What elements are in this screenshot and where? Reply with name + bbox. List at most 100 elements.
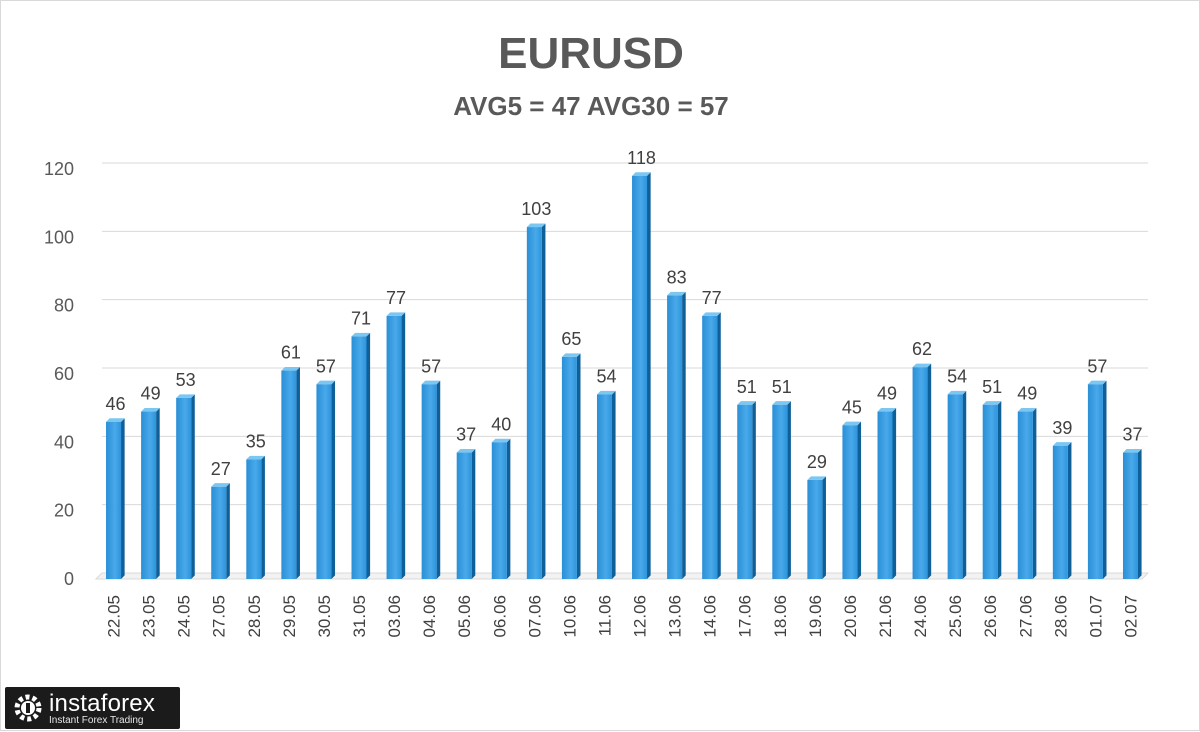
data-label: 57 xyxy=(1087,356,1107,376)
data-label: 27 xyxy=(211,459,231,479)
bar xyxy=(456,448,476,579)
logo-tagline: Instant Forex Trading xyxy=(49,715,144,726)
data-label: 118 xyxy=(627,148,656,168)
data-label: 46 xyxy=(106,394,126,414)
instaforex-logo: instaforex Instant Forex Trading xyxy=(5,687,180,729)
bar xyxy=(526,223,546,580)
logo-text: instaforex xyxy=(49,690,156,717)
y-tick-label: 40 xyxy=(54,432,74,452)
x-tick-label: 12.06 xyxy=(631,595,650,638)
bar xyxy=(596,390,616,579)
data-label: 37 xyxy=(1122,425,1142,445)
data-label: 35 xyxy=(246,431,266,451)
x-axis-ticks: 22.05 23.05 24.05 27.05 28.05 29.05 30.05 31.05… xyxy=(105,595,1141,638)
bar xyxy=(947,390,967,579)
bar xyxy=(141,407,160,579)
x-tick-label: 04.06 xyxy=(420,595,439,638)
x-tick-label: 24.06 xyxy=(911,595,930,638)
bar xyxy=(982,401,1002,579)
x-tick-label: 10.06 xyxy=(560,595,579,638)
x-tick-label: 11.06 xyxy=(595,595,614,636)
bar xyxy=(702,312,721,579)
data-label: 57 xyxy=(421,356,441,376)
data-label: 51 xyxy=(982,377,1002,397)
x-tick-label: 21.06 xyxy=(876,595,895,638)
x-tick-label: 27.05 xyxy=(210,595,229,638)
data-label: 49 xyxy=(141,384,161,404)
bar xyxy=(176,394,195,579)
bar xyxy=(912,363,932,579)
data-label: 54 xyxy=(947,367,967,387)
bar xyxy=(421,380,441,579)
gear-icon xyxy=(14,694,42,722)
y-axis-ticks: 0 20 40 60 80 100 120 xyxy=(44,159,74,589)
data-label: 53 xyxy=(176,370,196,390)
bar xyxy=(1122,448,1142,579)
bar xyxy=(1087,380,1107,579)
x-tick-label: 02.07 xyxy=(1121,595,1140,638)
data-label: 61 xyxy=(281,343,301,363)
bar xyxy=(737,401,756,579)
bar xyxy=(316,380,336,579)
x-tick-label: 22.05 xyxy=(105,595,124,638)
y-tick-label: 80 xyxy=(54,296,74,316)
x-tick-label: 24.05 xyxy=(175,595,194,638)
y-tick-label: 20 xyxy=(54,501,74,521)
y-tick-label: 0 xyxy=(64,569,74,589)
bar xyxy=(491,438,511,579)
bar xyxy=(351,332,371,579)
data-label: 62 xyxy=(912,339,932,359)
y-tick-label: 100 xyxy=(44,227,74,247)
y-tick-label: 60 xyxy=(54,364,74,384)
data-label: 54 xyxy=(596,367,616,387)
data-label: 51 xyxy=(737,377,757,397)
bar xyxy=(561,353,581,579)
x-tick-label: 19.06 xyxy=(806,595,825,638)
bar xyxy=(1017,407,1037,579)
data-label: 49 xyxy=(1017,384,1037,404)
bar xyxy=(1052,442,1072,579)
data-label: 40 xyxy=(491,414,511,434)
data-label: 39 xyxy=(1052,418,1072,438)
chart-subtitle: AVG5 = 47 AVG30 = 57 xyxy=(453,91,729,121)
bar xyxy=(667,291,686,579)
data-label: 71 xyxy=(351,308,371,328)
bar xyxy=(632,172,651,580)
x-tick-label: 28.06 xyxy=(1051,595,1070,638)
bar xyxy=(246,455,265,579)
x-tick-label: 29.05 xyxy=(280,595,299,638)
bar xyxy=(211,483,230,579)
data-label: 49 xyxy=(877,384,897,404)
data-label: 51 xyxy=(772,377,792,397)
data-label: 45 xyxy=(842,397,862,417)
x-tick-label: 06.06 xyxy=(490,595,509,638)
bar xyxy=(877,407,897,579)
x-tick-label: 14.06 xyxy=(701,595,720,638)
data-label: 37 xyxy=(456,425,476,445)
data-label: 29 xyxy=(807,452,827,472)
data-label: 77 xyxy=(386,288,406,308)
x-tick-label: 25.06 xyxy=(946,595,965,638)
data-label: 77 xyxy=(702,288,722,308)
bar xyxy=(106,418,125,579)
x-tick-label: 01.07 xyxy=(1086,595,1105,638)
x-tick-label: 03.06 xyxy=(385,595,404,638)
bar xyxy=(281,366,300,579)
data-labels: 46 49 53 27 35 61 57 71 77 57 37 40 103 65 54 118 83 77 51… xyxy=(106,148,1143,479)
x-tick-label: 13.06 xyxy=(666,595,685,638)
data-label: 83 xyxy=(667,267,687,287)
bars xyxy=(106,172,1142,580)
bar xyxy=(842,421,862,579)
x-tick-label: 18.06 xyxy=(771,595,790,638)
x-tick-label: 23.05 xyxy=(140,595,159,638)
x-tick-label: 20.06 xyxy=(841,595,860,638)
data-label: 65 xyxy=(561,329,581,349)
x-tick-label: 31.05 xyxy=(350,595,369,638)
x-tick-label: 05.06 xyxy=(455,595,474,638)
x-tick-label: 07.06 xyxy=(525,595,544,638)
data-label: 103 xyxy=(521,199,551,219)
x-tick-label: 28.05 xyxy=(245,595,264,638)
x-tick-label: 27.06 xyxy=(1016,595,1035,638)
